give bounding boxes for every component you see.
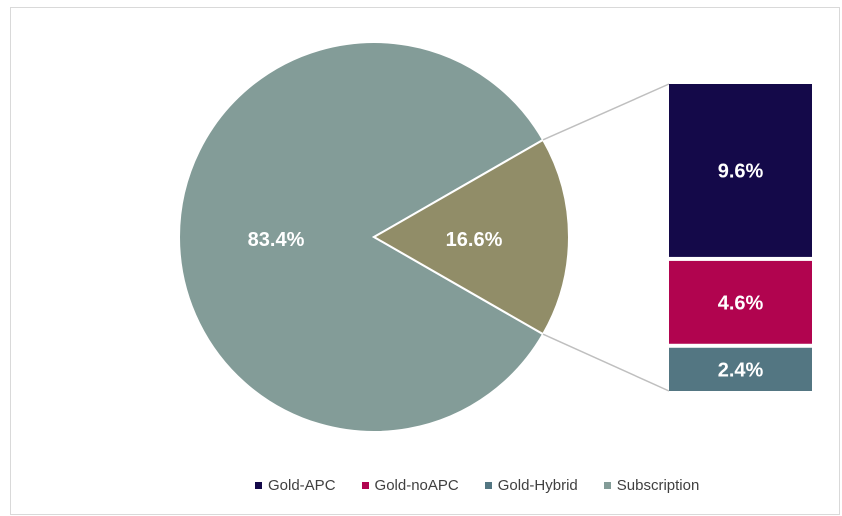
bar-label-gold-hybrid: 2.4% — [718, 359, 764, 381]
legend-swatch — [484, 482, 492, 489]
legend: Gold-APC Gold-noAPC Gold-Hybrid Subscriptio… — [0, 477, 842, 494]
legend-label: Gold-noAPC — [374, 477, 459, 494]
connector-lines — [542, 83, 670, 392]
pie-label-large: 83.4% — [248, 229, 305, 251]
connector-line-bottom — [542, 333, 670, 392]
pie-slice-small — [371, 138, 570, 336]
legend-swatch — [603, 482, 611, 489]
legend-label: Gold-Hybrid — [497, 477, 578, 494]
legend-label: Gold-APC — [268, 477, 336, 494]
bar-segment-gold-apc — [669, 84, 812, 257]
pie-group: 83.4% 16.6% — [178, 41, 570, 433]
legend-item-gold-hybrid: Gold-Hybrid — [484, 477, 578, 494]
pie-label-small: 16.6% — [446, 229, 503, 251]
legend-item-gold-noapc: Gold-noAPC — [361, 477, 459, 494]
bar-segment-gold-noapc — [669, 260, 812, 344]
bar-segment-gold-hybrid — [669, 347, 812, 391]
bar-label-gold-apc: 9.6% — [718, 160, 764, 182]
legend-swatch — [255, 482, 262, 489]
legend-label: Subscription — [616, 477, 700, 494]
legend-swatch — [361, 482, 369, 489]
connector-line-top — [542, 83, 670, 141]
pie-slice-large — [178, 41, 545, 433]
legend-item-gold-apc: Gold-APC — [0, 477, 336, 494]
legend-item-subscription: Subscription — [603, 477, 700, 494]
breakdown-bar: 9.6% 4.6% 2.4% — [669, 84, 812, 391]
bar-label-gold-noapc: 4.6% — [718, 292, 764, 314]
